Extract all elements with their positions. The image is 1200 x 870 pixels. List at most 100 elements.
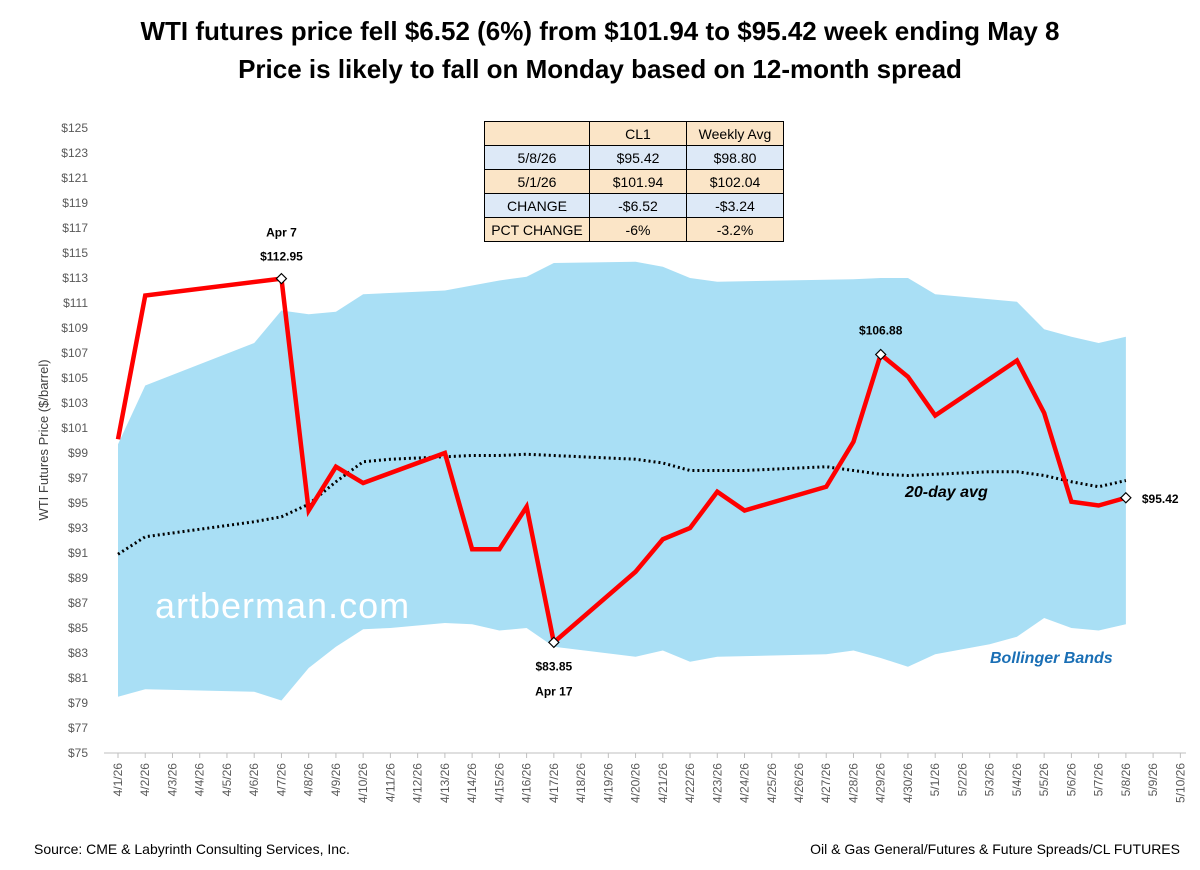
x-tick-label: 4/24/26	[738, 763, 752, 803]
stats-header-cell: CL1	[589, 121, 687, 146]
avg-line	[117, 452, 1127, 556]
stats-cell: 5/8/26	[484, 145, 590, 170]
y-tick-label: $109	[61, 321, 88, 335]
x-tick-label: 4/28/26	[846, 763, 860, 803]
y-tick-label: $89	[68, 571, 88, 585]
annotation-value: $106.88	[859, 324, 903, 338]
y-tick-label: $91	[68, 546, 88, 560]
stats-header-row: CL1 Weekly Avg	[484, 121, 784, 146]
source-note: Source: CME & Labyrinth Consulting Servi…	[34, 841, 350, 857]
y-tick-label: $95	[68, 496, 88, 510]
stats-row: 5/8/26 $95.42 $98.80	[484, 145, 784, 170]
y-tick-label: $85	[68, 621, 88, 635]
annotation-value: $95.42	[1142, 492, 1179, 506]
x-tick-label: 4/26/26	[792, 763, 806, 803]
y-tick-label: $103	[61, 396, 88, 410]
y-tick-label: $115	[62, 246, 88, 260]
x-tick-label: 4/6/26	[247, 763, 261, 797]
stats-cell: PCT CHANGE	[484, 217, 590, 242]
x-tick-label: 5/6/26	[1064, 763, 1078, 797]
y-tick-label: $87	[68, 596, 88, 610]
x-tick-label: 5/7/26	[1092, 763, 1106, 797]
y-tick-label: $123	[61, 146, 88, 160]
stats-cell: 5/1/26	[484, 169, 590, 194]
x-tick-label: 4/10/26	[356, 763, 370, 803]
price-line	[115, 276, 1127, 647]
x-tick-label: 5/4/26	[1010, 763, 1024, 797]
x-tick-label: 5/3/26	[983, 763, 997, 797]
y-tick-label: $125	[61, 121, 88, 135]
x-tick-label: 5/10/26	[1173, 763, 1187, 803]
stats-cell: -$6.52	[589, 193, 687, 218]
price-line-layer	[115, 276, 1127, 647]
x-tick-label: 5/1/26	[928, 763, 942, 797]
y-tick-label: $121	[61, 171, 88, 185]
y-tick-label: $77	[68, 721, 88, 735]
x-tick-label: 4/2/26	[138, 763, 152, 797]
x-tick-label: 4/21/26	[656, 763, 670, 803]
stats-header-cell	[484, 121, 590, 146]
y-tick-label: $75	[68, 746, 88, 760]
stats-row: PCT CHANGE -6% -3.2%	[484, 217, 784, 242]
x-tick-label: 4/3/26	[165, 763, 179, 797]
bands-series-label: Bollinger Bands	[990, 650, 1113, 667]
watermark: artberman.com	[155, 585, 410, 626]
x-tick-label: 4/1/26	[111, 763, 125, 797]
stats-row: CHANGE -$6.52 -$3.24	[484, 193, 784, 218]
y-tick-label: $119	[62, 196, 88, 210]
y-tick-label: $117	[62, 221, 88, 235]
annotation-layer: Apr 7 $112.95 $83.85 Apr 17 $106.88 $95.42 20-…	[260, 226, 1179, 699]
x-tick-label: 4/27/26	[819, 763, 833, 803]
source-path: Oil & Gas General/Futures & Future Sprea…	[810, 841, 1180, 857]
x-tick-label: 5/9/26	[1146, 763, 1160, 797]
x-tick-label: 4/4/26	[193, 763, 207, 797]
point-marker	[1120, 491, 1132, 504]
x-tick-label: 4/11/26	[383, 763, 397, 802]
stats-cell: $98.80	[686, 145, 784, 170]
chart-subtitle: Price is likely to fall on Monday based …	[238, 54, 962, 84]
x-tick-label: 4/20/26	[629, 763, 643, 803]
x-tick-label: 4/8/26	[302, 763, 316, 797]
annotation-date: Apr 7	[266, 226, 297, 240]
x-tick-label: 4/14/26	[465, 763, 479, 803]
axis-layer: $75 $77 $79 $81 $83 $85 $87 $89 $91 $93 $95 $97 $99 $…	[36, 121, 1187, 803]
avg-line-layer	[117, 452, 1127, 556]
x-tick-label: 4/25/26	[765, 763, 779, 803]
x-tick-label: 4/12/26	[411, 763, 425, 803]
avg-series-label: 20-day avg	[904, 484, 988, 501]
x-tick-label: 4/13/26	[438, 763, 452, 803]
x-tick-label: 4/7/26	[274, 763, 288, 797]
stats-cell: CHANGE	[484, 193, 590, 218]
stats-cell: $95.42	[589, 145, 687, 170]
y-axis-label: WTI Futures Price ($/barrel)	[36, 359, 51, 520]
annotation-value: $112.95	[260, 250, 303, 264]
stats-cell: $101.94	[589, 169, 687, 194]
annotation-value: $83.85	[535, 659, 572, 673]
stats-cell: -3.2%	[686, 217, 784, 242]
y-tick-label: $93	[68, 521, 88, 535]
y-tick-label: $107	[61, 346, 88, 360]
y-tick-label: $101	[61, 421, 88, 435]
x-tick-label: 5/8/26	[1119, 763, 1133, 797]
stats-header-cell: Weekly Avg	[686, 121, 784, 146]
x-tick-label: 4/30/26	[901, 763, 915, 803]
point-marker	[874, 348, 887, 361]
bollinger-band-area	[118, 261, 1126, 701]
x-tick-label: 4/22/26	[683, 763, 697, 803]
stats-cell: -$3.24	[686, 193, 784, 218]
y-tick-label: $99	[68, 446, 88, 460]
x-tick-label: 4/16/26	[520, 763, 534, 803]
x-tick-label: 4/5/26	[220, 763, 234, 797]
x-tick-label: 4/23/26	[710, 763, 724, 803]
x-tick-label: 4/18/26	[574, 763, 588, 803]
annotation-date: Apr 17	[535, 684, 573, 698]
stats-table: CL1 Weekly Avg 5/8/26 $95.42 $98.80 5/1/…	[484, 121, 784, 242]
chart-title: WTI futures price fell $6.52 (6%) from $…	[140, 16, 1060, 46]
x-tick-label: 4/17/26	[547, 763, 561, 803]
x-tick-label: 4/19/26	[601, 763, 615, 803]
y-tick-label: $111	[63, 296, 88, 310]
x-tick-label: 4/15/26	[492, 763, 506, 803]
point-marker	[547, 636, 560, 649]
stats-cell: -6%	[589, 217, 687, 242]
